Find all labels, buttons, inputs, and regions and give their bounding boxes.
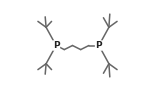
- Text: P: P: [96, 41, 102, 50]
- Text: P: P: [53, 41, 59, 50]
